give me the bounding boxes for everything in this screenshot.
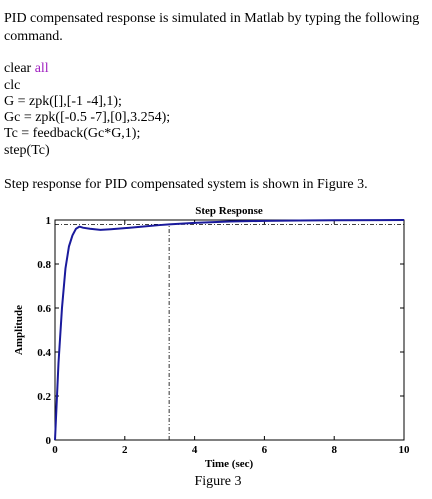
x-axis-label: Time (sec) xyxy=(205,458,254,470)
intro-line: PID compensated response is simulated in… xyxy=(4,11,419,26)
x-tick-label: 4 xyxy=(192,444,198,456)
y-axis-label: Amplitude xyxy=(13,305,25,355)
y-tick-label: 0.2 xyxy=(37,391,51,403)
x-tick-label: 8 xyxy=(331,444,337,456)
y-tick-label: 0 xyxy=(46,435,52,447)
y-tick-label: 0.6 xyxy=(37,303,51,315)
code-line: G = zpk([],[-1 -4],1); xyxy=(4,94,122,109)
code-command: clear xyxy=(4,61,32,76)
code-line: step(Tc) xyxy=(4,143,50,158)
x-tick-label: 2 xyxy=(122,444,128,456)
paragraph: Step response for PID compensated system… xyxy=(4,177,368,192)
figure-caption: Figure 3 xyxy=(194,474,241,489)
y-tick-label: 0.4 xyxy=(37,347,51,359)
x-tick-label: 10 xyxy=(399,444,411,456)
chart-title: Step Response xyxy=(195,205,263,217)
plot-frame xyxy=(54,219,405,441)
code-keyword: all xyxy=(35,61,49,76)
response-line xyxy=(54,219,405,441)
code-line: Tc = feedback(Gc*G,1); xyxy=(4,126,140,141)
x-tick-label: 0 xyxy=(52,444,58,456)
intro-line: command. xyxy=(4,29,63,44)
x-tick-label: 6 xyxy=(262,444,268,456)
code-line: Gc = zpk([-0.5 -7],[0],3.254); xyxy=(4,110,170,125)
y-tick-label: 1 xyxy=(46,215,52,227)
code-line: clear all xyxy=(4,61,49,76)
code-line: clc xyxy=(4,78,20,93)
y-tick-label: 0.8 xyxy=(37,259,51,271)
